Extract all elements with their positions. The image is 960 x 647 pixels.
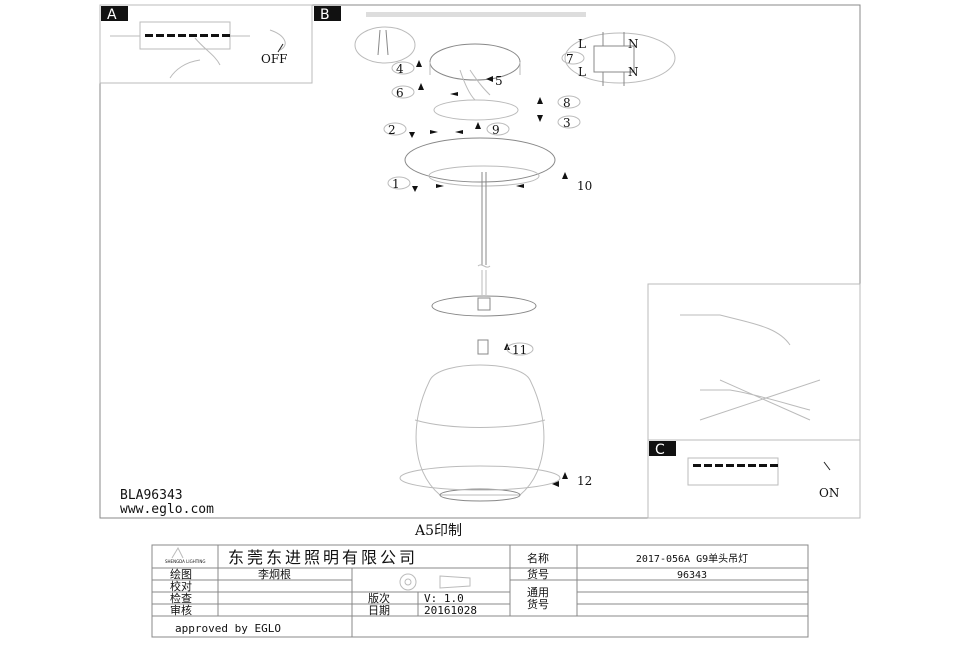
drawn-by: 李炯根 bbox=[258, 567, 291, 581]
direction-arrows bbox=[409, 60, 568, 487]
step-7-label: 7 bbox=[566, 52, 574, 66]
company-logo: SHENGDA LIGHTING bbox=[165, 559, 205, 564]
panel-a-label: A bbox=[107, 7, 117, 23]
step-11-label: 11 bbox=[512, 343, 527, 357]
step-10-label: 10 bbox=[577, 179, 592, 193]
projection-symbol-icon bbox=[399, 573, 417, 591]
ceiling-hatch bbox=[366, 12, 586, 17]
step-2-label: 2 bbox=[388, 123, 396, 137]
panel-b-label: B bbox=[320, 7, 330, 23]
item-number-label: 货号 bbox=[527, 567, 549, 581]
suspension-rod bbox=[481, 172, 487, 265]
drawn-label: 绘图 bbox=[170, 567, 192, 581]
date: 20161028 bbox=[424, 604, 477, 617]
ceiling-canopy bbox=[429, 43, 521, 81]
glass-shade bbox=[415, 364, 545, 496]
panel-a: A OFF bbox=[99, 4, 313, 84]
canopy-cover bbox=[404, 137, 556, 183]
off-label: OFF bbox=[261, 52, 288, 66]
name-label: 名称 bbox=[527, 551, 549, 565]
bulb-handling-illustration bbox=[680, 314, 821, 421]
drawing-frame bbox=[99, 4, 861, 519]
step-1-label: 1 bbox=[392, 177, 400, 191]
g9-bulb bbox=[477, 339, 489, 355]
print-size-note: A5印制 bbox=[414, 523, 462, 539]
neutral-label-bottom: N bbox=[628, 65, 639, 79]
inspect-label: 检查 bbox=[170, 591, 192, 605]
approval-note: approved by EGLO bbox=[175, 622, 281, 635]
lamp-exploded-view bbox=[354, 26, 676, 502]
mounting-plate bbox=[433, 99, 519, 121]
terminal-block-detail bbox=[564, 32, 676, 84]
company-name: 东莞东进照明有限公司 bbox=[228, 548, 418, 567]
wall-plug-detail bbox=[354, 26, 416, 64]
step-8-label: 8 bbox=[563, 96, 571, 110]
live-label-top: L bbox=[578, 37, 586, 51]
step-5-label: 5 bbox=[495, 74, 503, 88]
website: www.eglo.com bbox=[120, 502, 214, 517]
shade-top-disc bbox=[431, 295, 537, 317]
version-label: 版次 bbox=[368, 591, 390, 605]
step-9-label: 9 bbox=[492, 123, 500, 137]
neutral-label-top: N bbox=[628, 37, 639, 51]
step-6-label: 6 bbox=[396, 86, 404, 100]
step-4-label: 4 bbox=[396, 62, 404, 76]
title-block: SHENGDA LIGHTING 东莞东进照明有限公司 名称 2017-056A… bbox=[151, 544, 809, 638]
general-item-label-1: 通用 bbox=[527, 586, 549, 599]
step-3-label: 3 bbox=[563, 116, 571, 130]
item-number: 96343 bbox=[677, 570, 707, 581]
review-label: 审核 bbox=[170, 603, 192, 617]
panel-c: C ON bbox=[647, 283, 861, 519]
checked-label: 校对 bbox=[170, 579, 192, 593]
on-label: ON bbox=[819, 486, 839, 500]
version: V: 1.0 bbox=[424, 592, 464, 605]
product-name: 2017-056A G9单头吊灯 bbox=[636, 553, 748, 565]
step-labels: 1 2 3 4 5 6 7 8 9 10 11 12 L N L N bbox=[383, 37, 639, 488]
date-label: 日期 bbox=[368, 604, 390, 617]
model-code: BLA96343 bbox=[120, 488, 183, 503]
breaker-panel-icon bbox=[687, 457, 779, 486]
step-12-label: 12 bbox=[577, 474, 592, 488]
panel-c-label: C bbox=[655, 442, 665, 458]
live-label-bottom: L bbox=[578, 65, 586, 79]
general-item-label-2: 货号 bbox=[527, 597, 549, 611]
